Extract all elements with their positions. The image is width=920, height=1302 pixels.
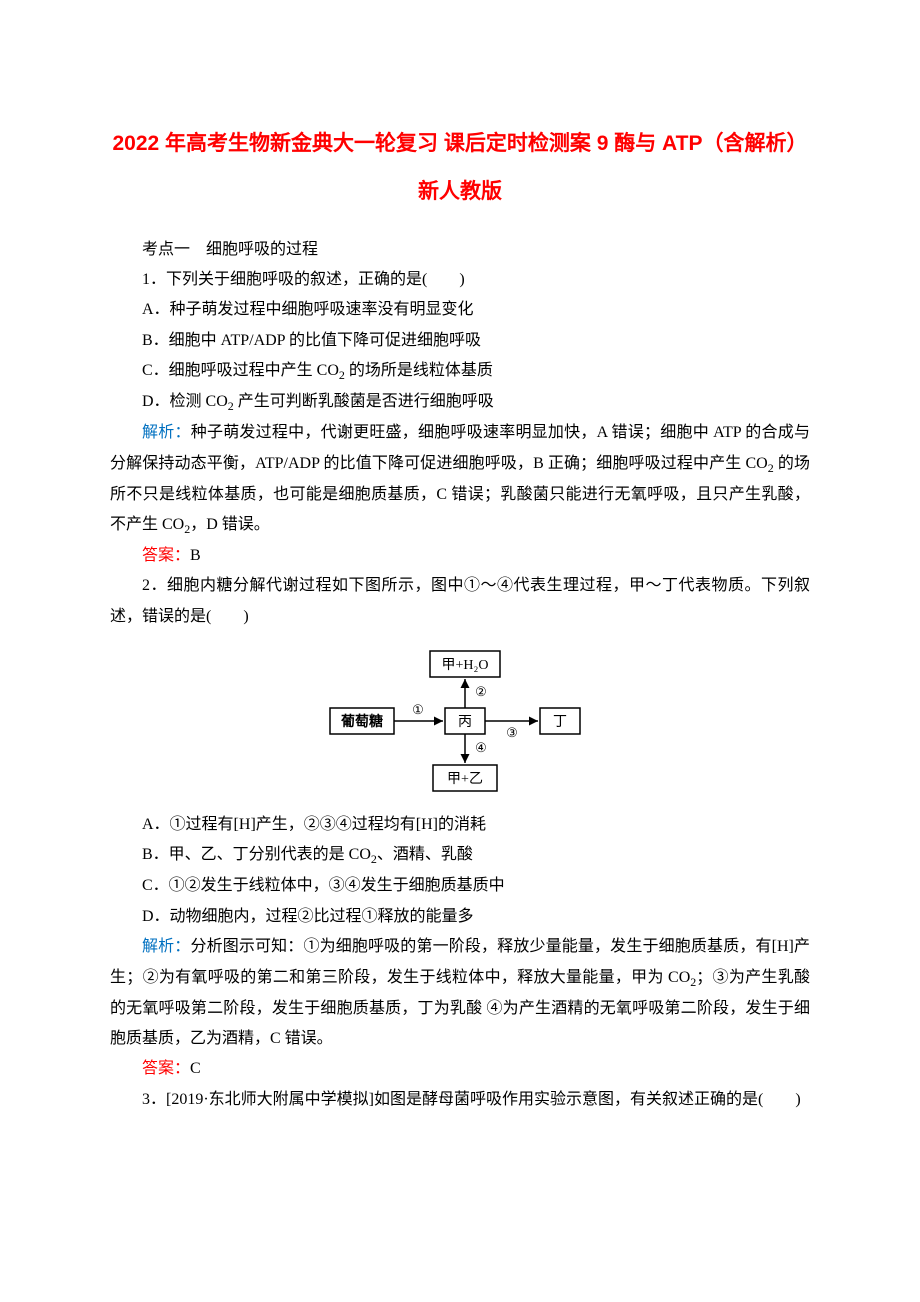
diagram-box-top-text: 甲+H₂O	[442, 658, 489, 673]
document-title: 2022 年高考生物新金典大一轮复习 课后定时检测案 9 酶与 ATP（含解析）…	[110, 120, 810, 217]
document-page: 2022 年高考生物新金典大一轮复习 课后定时检测案 9 酶与 ATP（含解析）…	[0, 0, 920, 1175]
q2-diagram: 甲+H₂O 葡萄糖 丙 丁 甲+乙 ① ② ③ ④	[110, 646, 810, 796]
kaodian-heading: 考点一 细胞呼吸的过程	[110, 235, 810, 265]
q1-answer-value: B	[190, 547, 201, 564]
q2-answer: 答案：C	[110, 1054, 810, 1084]
q1-option-a: A．种子萌发过程中细胞呼吸速率没有明显变化	[110, 295, 810, 325]
q1-option-b: B．细胞中 ATP/ADP 的比值下降可促进细胞呼吸	[110, 326, 810, 356]
analysis-label: 解析：	[142, 938, 190, 955]
q1-analysis: 解析：种子萌发过程中，代谢更旺盛，细胞呼吸速率明显加快，A 错误；细胞中 ATP…	[110, 418, 810, 541]
q2-analysis: 解析：分析图示可知：①为细胞呼吸的第一阶段，释放少量能量，发生于细胞质基质，有[…	[110, 932, 810, 1054]
diagram-box-right-text: 丁	[553, 715, 567, 730]
q2-option-d: D．动物细胞内，过程②比过程①释放的能量多	[110, 902, 810, 932]
q2-option-a: A．①过程有[H]产生，②③④过程均有[H]的消耗	[110, 810, 810, 840]
q1-optc-pre: C．细胞呼吸过程中产生 CO	[142, 362, 339, 379]
q1-option-d: D．检测 CO2 产生可判断乳酸菌是否进行细胞呼吸	[110, 387, 810, 418]
analysis-label: 解析：	[142, 424, 191, 441]
q3-stem: 3．[2019·东北师大附属中学模拟]如图是酵母菌呼吸作用实验示意图，有关叙述正…	[110, 1085, 810, 1115]
arrow-2-label: ②	[475, 684, 487, 699]
q1-option-c: C．细胞呼吸过程中产生 CO2 的场所是线粒体基质	[110, 356, 810, 387]
arrow-1-label: ①	[412, 702, 424, 717]
arrow-3-label: ③	[506, 725, 518, 740]
diagram-box-mid-text: 丙	[458, 715, 472, 730]
diagram-box-left-text: 葡萄糖	[340, 713, 383, 730]
q2-stem: 2．细胞内糖分解代谢过程如下图所示，图中①～④代表生理过程，甲～丁代表物质。下列…	[110, 571, 810, 632]
q2-answer-value: C	[190, 1060, 201, 1077]
q1-stem: 1．下列关于细胞呼吸的叙述，正确的是( )	[110, 265, 810, 295]
q2-option-c: C．①②发生于线粒体中，③④发生于细胞质基质中	[110, 871, 810, 901]
q2-option-b: B．甲、乙、丁分别代表的是 CO2、酒精、乳酸	[110, 840, 810, 871]
answer-label: 答案：	[142, 1060, 190, 1077]
q1-optc-post: 的场所是线粒体基质	[345, 362, 493, 379]
kaodian-label: 考点一	[142, 241, 190, 258]
q1-answer: 答案：B	[110, 541, 810, 571]
q1-optd-post: 产生可判断乳酸菌是否进行细胞呼吸	[234, 393, 494, 410]
q1-analysis-c: ，D 错误。	[190, 516, 270, 533]
arrow-4-label: ④	[475, 740, 487, 755]
kaodian-text: 细胞呼吸的过程	[206, 241, 318, 258]
q2-optb-post: 、酒精、乳酸	[377, 846, 473, 863]
diagram-box-bottom-text: 甲+乙	[447, 771, 483, 787]
flowchart-svg: 甲+H₂O 葡萄糖 丙 丁 甲+乙 ① ② ③ ④	[320, 646, 600, 796]
q1-analysis-a: 种子萌发过程中，代谢更旺盛，细胞呼吸速率明显加快，A 错误；细胞中 ATP 的合…	[110, 424, 810, 471]
q2-optb-pre: B．甲、乙、丁分别代表的是 CO	[142, 846, 371, 863]
answer-label: 答案：	[142, 547, 190, 564]
q1-optd-pre: D．检测 CO	[142, 393, 228, 410]
